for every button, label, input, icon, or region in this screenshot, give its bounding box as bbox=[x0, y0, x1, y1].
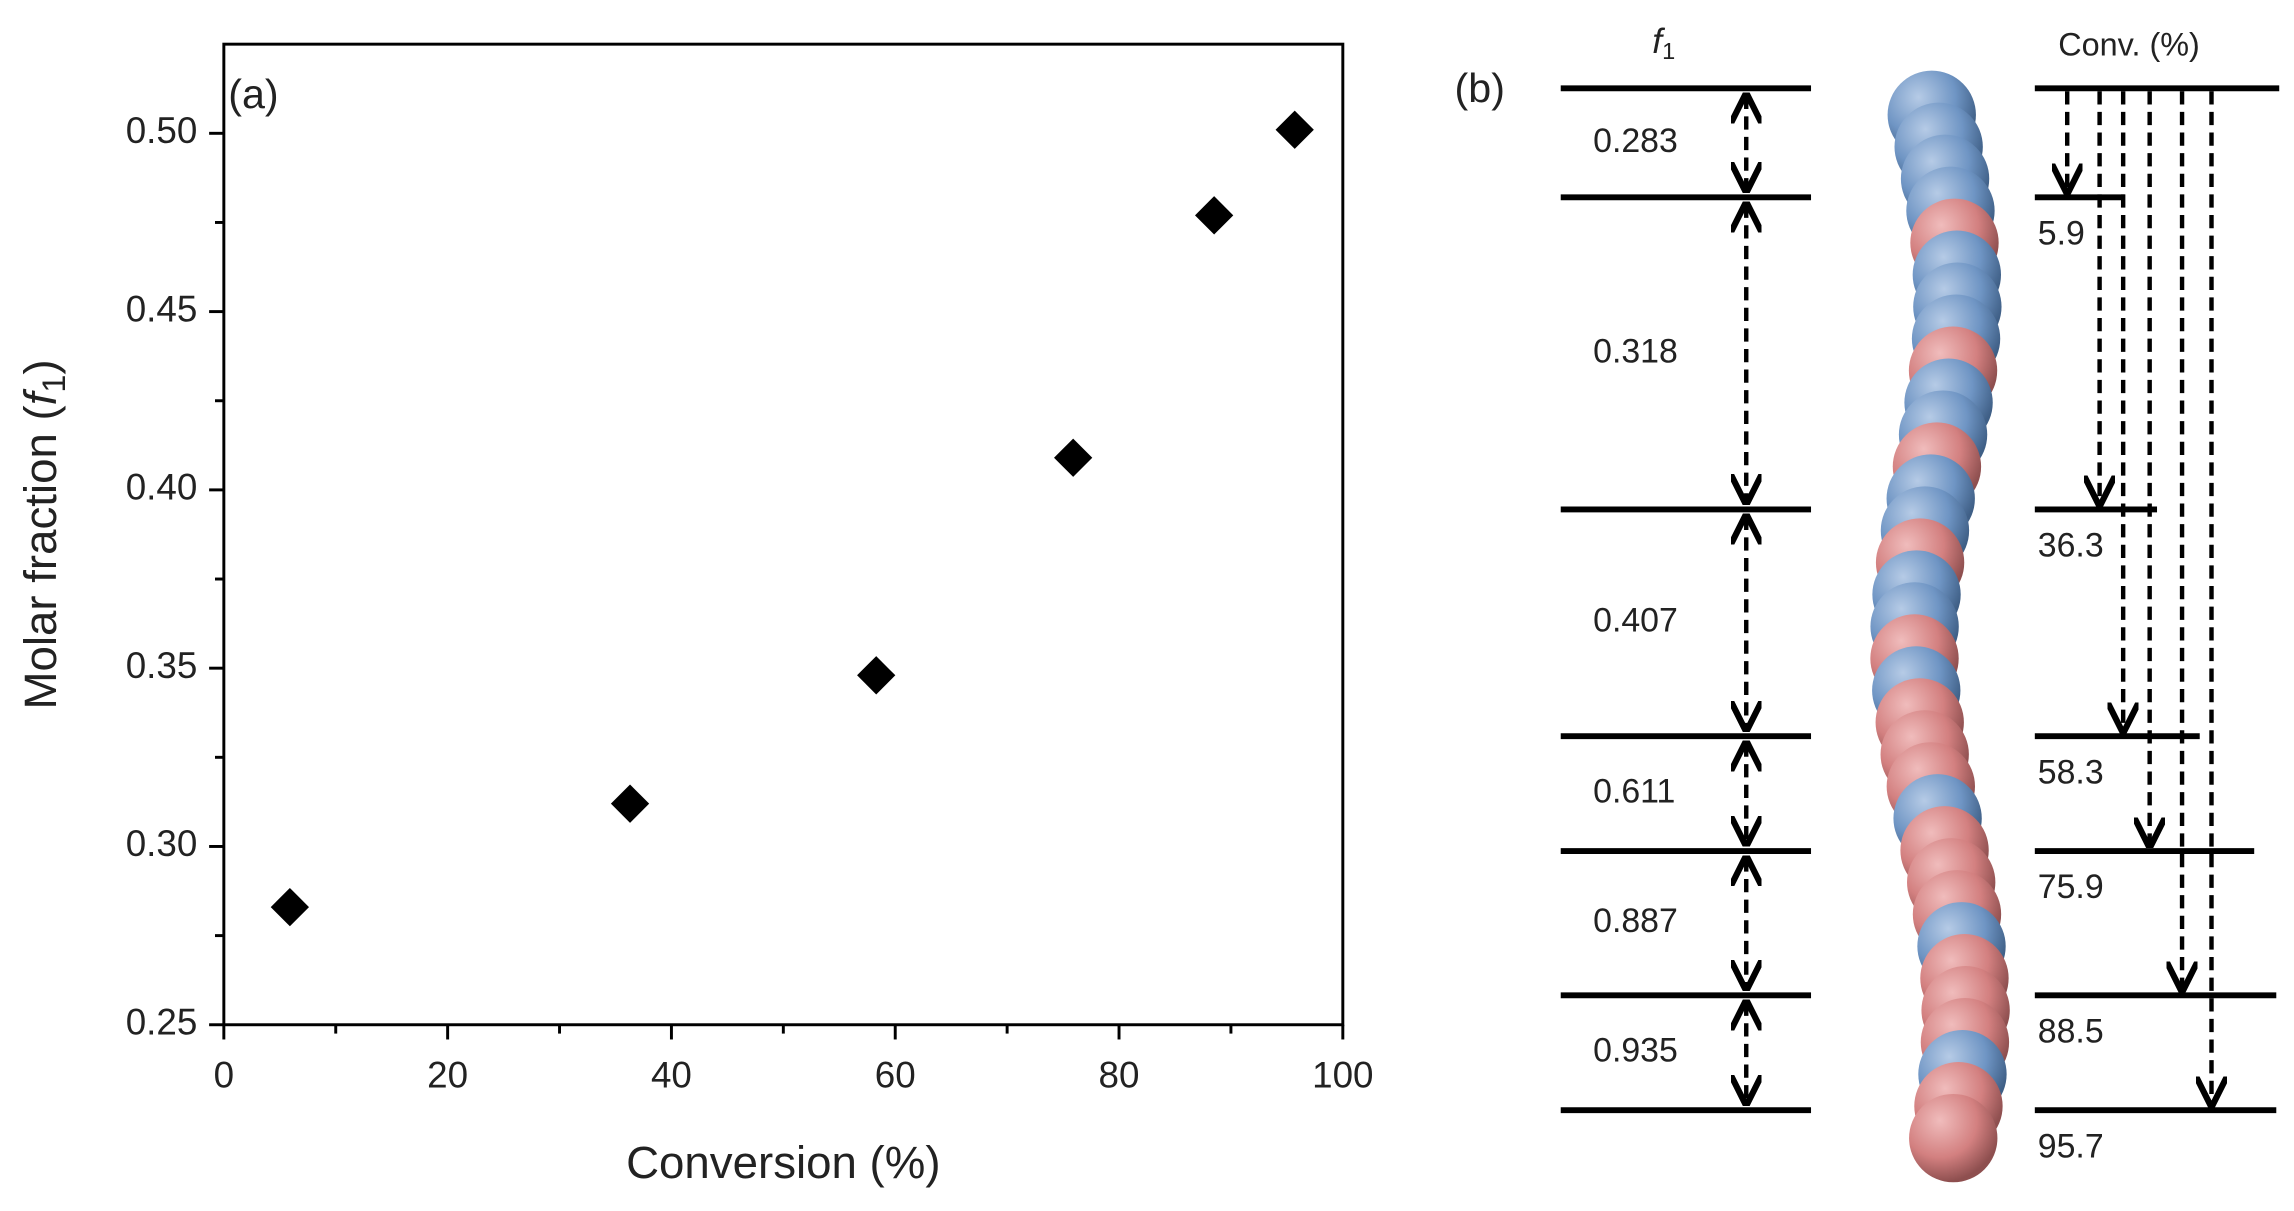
x-tick-label: 100 bbox=[1312, 1054, 1373, 1095]
data-point bbox=[1275, 110, 1314, 149]
x-tick-label: 60 bbox=[875, 1054, 916, 1095]
y-tick-label: 0.30 bbox=[126, 823, 198, 864]
conversion-label: 75.9 bbox=[2038, 868, 2104, 906]
y-tick-label: 0.45 bbox=[126, 288, 198, 329]
data-point bbox=[1054, 438, 1093, 477]
conversion-label: 5.9 bbox=[2038, 215, 2085, 253]
f1-sub: 1 bbox=[1662, 38, 1675, 64]
x-axis-label: Conversion (%) bbox=[626, 1137, 940, 1188]
x-tick-label: 20 bbox=[427, 1054, 468, 1095]
data-point bbox=[857, 656, 896, 695]
y-tick-label: 0.35 bbox=[126, 645, 198, 686]
y-label-sub: 1 bbox=[36, 375, 72, 393]
f1-var: f bbox=[1652, 22, 1665, 61]
f1-value-label: 0.611 bbox=[1593, 773, 1675, 811]
y-label-var: f bbox=[15, 388, 66, 405]
x-tick-label: 80 bbox=[1099, 1054, 1140, 1095]
y-tick-label: 0.40 bbox=[126, 467, 198, 508]
polymer-chain bbox=[1870, 70, 2010, 1183]
f1-value-label: 0.935 bbox=[1593, 1032, 1678, 1070]
data-point bbox=[270, 887, 310, 927]
conversion-label: 95.7 bbox=[2038, 1127, 2104, 1165]
y-label-text: Molar fraction ( bbox=[15, 405, 66, 709]
f1-value-label: 0.407 bbox=[1593, 602, 1678, 640]
f1-header: f1 bbox=[1652, 22, 1675, 64]
y-axis-label: Molar fraction (f1) bbox=[15, 359, 71, 709]
f1-value-label: 0.887 bbox=[1593, 902, 1678, 940]
conv-header: Conv. (%) bbox=[2058, 27, 2200, 63]
y-tick-label: 0.25 bbox=[126, 1001, 198, 1042]
f1-value-label: 0.283 bbox=[1593, 122, 1678, 160]
data-point bbox=[1194, 196, 1234, 235]
y-label-close: ) bbox=[15, 359, 66, 374]
x-tick-label: 40 bbox=[651, 1054, 692, 1095]
conversion-label: 58.3 bbox=[2038, 753, 2104, 791]
f1-value-label: 0.318 bbox=[1593, 332, 1678, 370]
plot-frame bbox=[222, 42, 1345, 1027]
x-tick-label: 0 bbox=[214, 1054, 234, 1095]
panel-label: (b) bbox=[1455, 65, 1505, 111]
conversion-label: 36.3 bbox=[2038, 527, 2104, 565]
y-tick-label: 0.50 bbox=[126, 110, 198, 151]
data-point bbox=[610, 784, 650, 823]
panel-label: (a) bbox=[228, 71, 278, 117]
monomer-bead bbox=[1909, 1093, 1998, 1183]
conversion-label: 88.5 bbox=[2038, 1013, 2104, 1051]
